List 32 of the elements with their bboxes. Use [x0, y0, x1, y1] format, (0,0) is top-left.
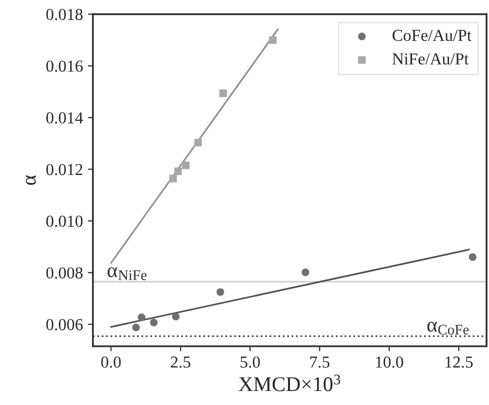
- y-tick-label: 0.016: [46, 60, 83, 72]
- point: [132, 324, 140, 332]
- y-tick-label: 0.012: [46, 164, 82, 176]
- x-axis-title: XMCD×10$^{3}$: [238, 374, 340, 392]
- x-tick-label: 0.0: [101, 356, 121, 368]
- point: [174, 168, 182, 176]
- y-tick-label: 0.006: [46, 319, 83, 330]
- point: [169, 174, 177, 182]
- point: [182, 162, 190, 170]
- x-tick-label: 10.0: [376, 356, 404, 368]
- y-axis-title: α: [26, 175, 36, 185]
- ref-line-label: α$_{NiFe}$: [108, 267, 147, 280]
- y-tick-label: 0.014: [46, 112, 83, 124]
- point: [269, 36, 277, 44]
- legend-label: CoFe/Au/Pt: [392, 30, 472, 42]
- point: [468, 253, 476, 261]
- ref-line-label: α$_{CoFe}$: [427, 322, 469, 335]
- x-tick-label: 5.0: [240, 356, 260, 368]
- point: [138, 314, 146, 322]
- y-tick-label: 0.018: [46, 8, 83, 20]
- point: [172, 312, 180, 320]
- point: [302, 268, 310, 276]
- x-tick-label: 12.5: [446, 356, 473, 368]
- x-tick-label: 2.5: [170, 356, 190, 368]
- y-tick-label: 0.008: [46, 267, 83, 279]
- legend-label: NiFe/Au/Pt: [392, 53, 469, 65]
- point: [219, 89, 227, 98]
- point: [194, 138, 202, 146]
- x-tick-label: 7.5: [310, 356, 330, 368]
- y-tick-label: 0.010: [46, 216, 83, 227]
- point: [216, 288, 224, 296]
- point: [150, 318, 158, 326]
